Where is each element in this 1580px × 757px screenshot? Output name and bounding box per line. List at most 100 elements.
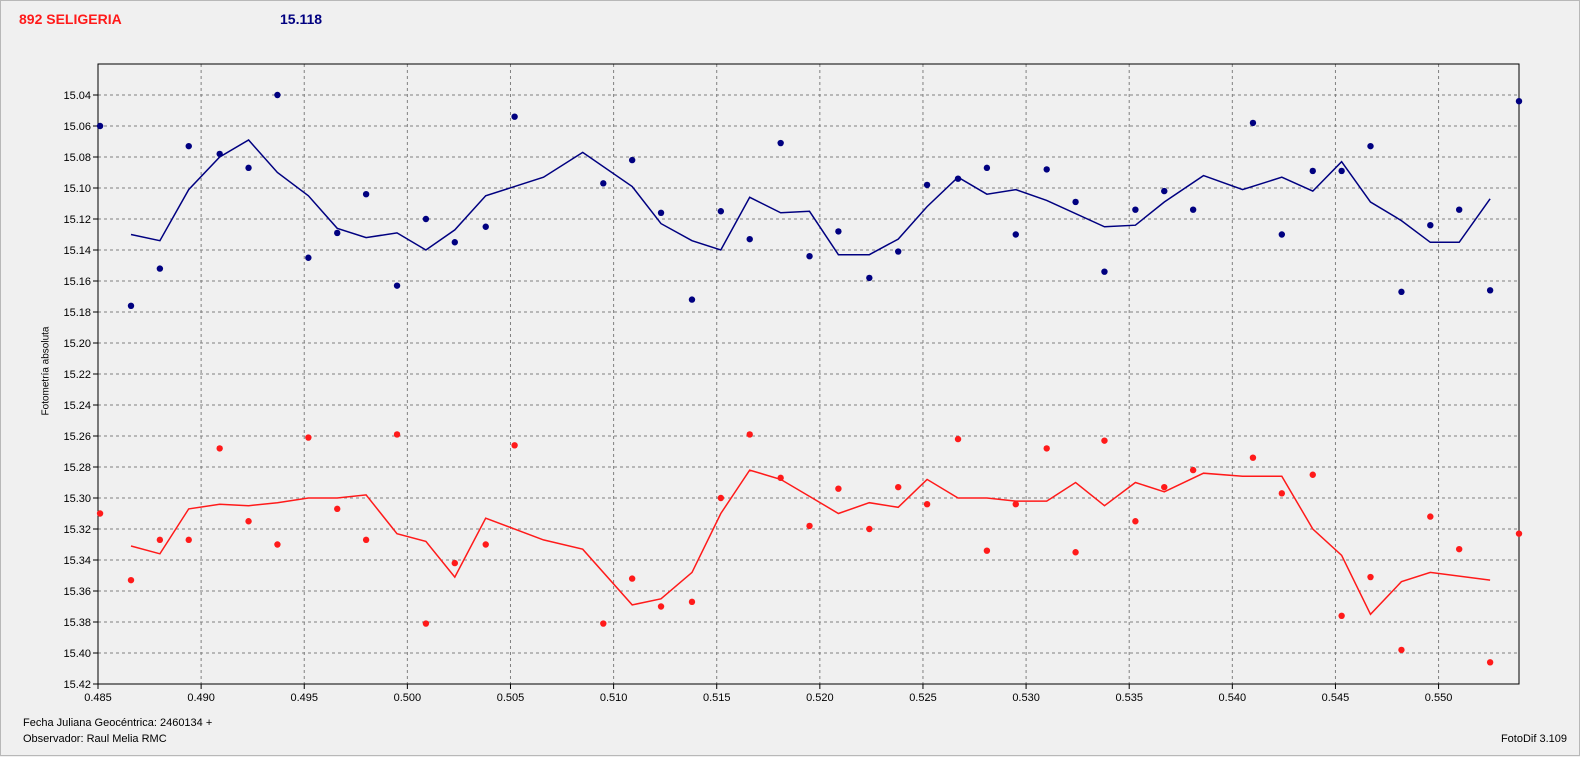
plot-border <box>97 63 1520 685</box>
data-point-comparison <box>983 547 991 554</box>
x-tick-label: 0.535 <box>1115 692 1143 704</box>
data-point-object <box>96 122 104 130</box>
data-point-comparison <box>1161 483 1168 491</box>
data-point-comparison <box>1043 445 1050 452</box>
data-point-comparison <box>482 541 489 548</box>
data-point-comparison <box>835 485 842 492</box>
y-tick-label: 15.42 <box>63 679 91 691</box>
data-point-comparison <box>1427 513 1434 520</box>
data-point-comparison <box>806 522 813 530</box>
data-point-object <box>866 274 873 282</box>
x-tick-label: 0.490 <box>187 692 215 704</box>
y-tick-label: 15.26 <box>63 431 91 443</box>
data-point-object <box>1189 206 1197 213</box>
data-point-object <box>777 139 784 147</box>
data-point-object <box>1427 222 1434 229</box>
data-point-comparison <box>895 483 902 491</box>
data-point-object <box>746 235 753 243</box>
data-point-object <box>806 253 813 260</box>
data-point-comparison <box>393 431 401 438</box>
data-point-object <box>1367 142 1374 150</box>
x-tick-label: 0.505 <box>497 692 525 704</box>
x-tick-label: 0.510 <box>600 692 628 704</box>
y-tick-label: 15.20 <box>63 338 91 350</box>
x-tick-label: 0.550 <box>1425 692 1453 704</box>
y-tick-label: 15.18 <box>63 307 91 319</box>
data-point-comparison <box>451 559 458 567</box>
data-point-comparison <box>1072 549 1079 556</box>
julian-date-label: Fecha Juliana Geocéntrica: 2460134 + <box>23 717 213 729</box>
data-point-comparison <box>866 525 873 533</box>
data-point-comparison <box>600 620 607 627</box>
data-point-object <box>1249 119 1257 127</box>
data-point-comparison <box>334 505 341 513</box>
data-point-comparison <box>1398 646 1405 654</box>
reference-magnitude: 15.118 <box>280 11 323 27</box>
data-point-object <box>954 175 962 182</box>
data-point-object <box>1101 268 1108 275</box>
data-point-object <box>1043 166 1050 173</box>
y-tick-label: 15.04 <box>63 90 91 102</box>
y-tick-label: 15.40 <box>63 648 91 660</box>
data-point-comparison <box>156 536 164 544</box>
data-point-comparison <box>777 474 784 482</box>
x-tick-label: 0.540 <box>1219 692 1247 704</box>
data-point-comparison <box>1515 530 1523 537</box>
data-point-object <box>305 254 312 261</box>
trend-line-comparison <box>130 469 1491 616</box>
data-point-object <box>923 181 931 189</box>
x-tick-label: 0.485 <box>84 692 112 704</box>
data-point-comparison <box>657 603 665 610</box>
y-tick-label: 15.34 <box>63 555 91 567</box>
y-tick-label: 15.36 <box>63 586 91 598</box>
data-point-comparison <box>1132 518 1139 525</box>
data-point-comparison <box>305 434 312 441</box>
data-point-object <box>274 91 281 99</box>
data-point-object <box>1309 167 1316 175</box>
data-point-object <box>451 239 458 246</box>
y-tick-label: 15.30 <box>63 493 91 505</box>
y-tick-label: 15.08 <box>63 152 91 164</box>
data-point-object <box>245 164 252 172</box>
y-tick-label: 15.16 <box>63 276 91 288</box>
data-point-object <box>1012 231 1019 238</box>
data-point-object <box>511 113 518 120</box>
data-point-comparison <box>954 435 962 443</box>
observer-label: Observador: Raul Melia RMC <box>23 733 167 745</box>
x-tick-label: 0.545 <box>1322 692 1350 704</box>
data-point-object <box>895 248 902 255</box>
x-tick-label: 0.495 <box>290 692 318 704</box>
data-point-object <box>216 150 223 158</box>
y-tick-label: 15.28 <box>63 462 91 474</box>
data-point-comparison <box>1309 471 1316 478</box>
data-point-comparison <box>511 442 518 449</box>
data-point-comparison <box>1367 573 1374 581</box>
data-point-object <box>717 208 725 215</box>
data-point-object <box>1278 231 1286 238</box>
x-tick-label: 0.530 <box>1012 692 1040 704</box>
y-tick-label: 15.38 <box>63 617 91 629</box>
object-name-title: 892 SELIGERIA <box>19 11 122 27</box>
data-point-object <box>127 302 135 309</box>
data-point-object <box>482 223 489 230</box>
data-point-comparison <box>746 431 753 438</box>
data-point-object <box>628 156 636 164</box>
data-point-comparison <box>362 536 370 544</box>
data-point-comparison <box>1101 437 1108 444</box>
y-tick-label: 15.14 <box>63 245 91 257</box>
data-point-object <box>1072 198 1079 206</box>
data-point-object <box>1455 206 1463 213</box>
data-point-comparison <box>1278 490 1286 497</box>
y-tick-label: 15.24 <box>63 400 91 412</box>
x-tick-label: 0.500 <box>394 692 422 704</box>
data-point-comparison <box>923 501 931 508</box>
data-point-object <box>362 191 370 198</box>
data-point-object <box>422 215 430 223</box>
x-tick-label: 0.525 <box>909 692 937 704</box>
data-point-object <box>1132 206 1139 213</box>
data-point-comparison <box>628 575 636 582</box>
data-point-comparison <box>1486 659 1494 666</box>
data-point-comparison <box>274 541 281 548</box>
